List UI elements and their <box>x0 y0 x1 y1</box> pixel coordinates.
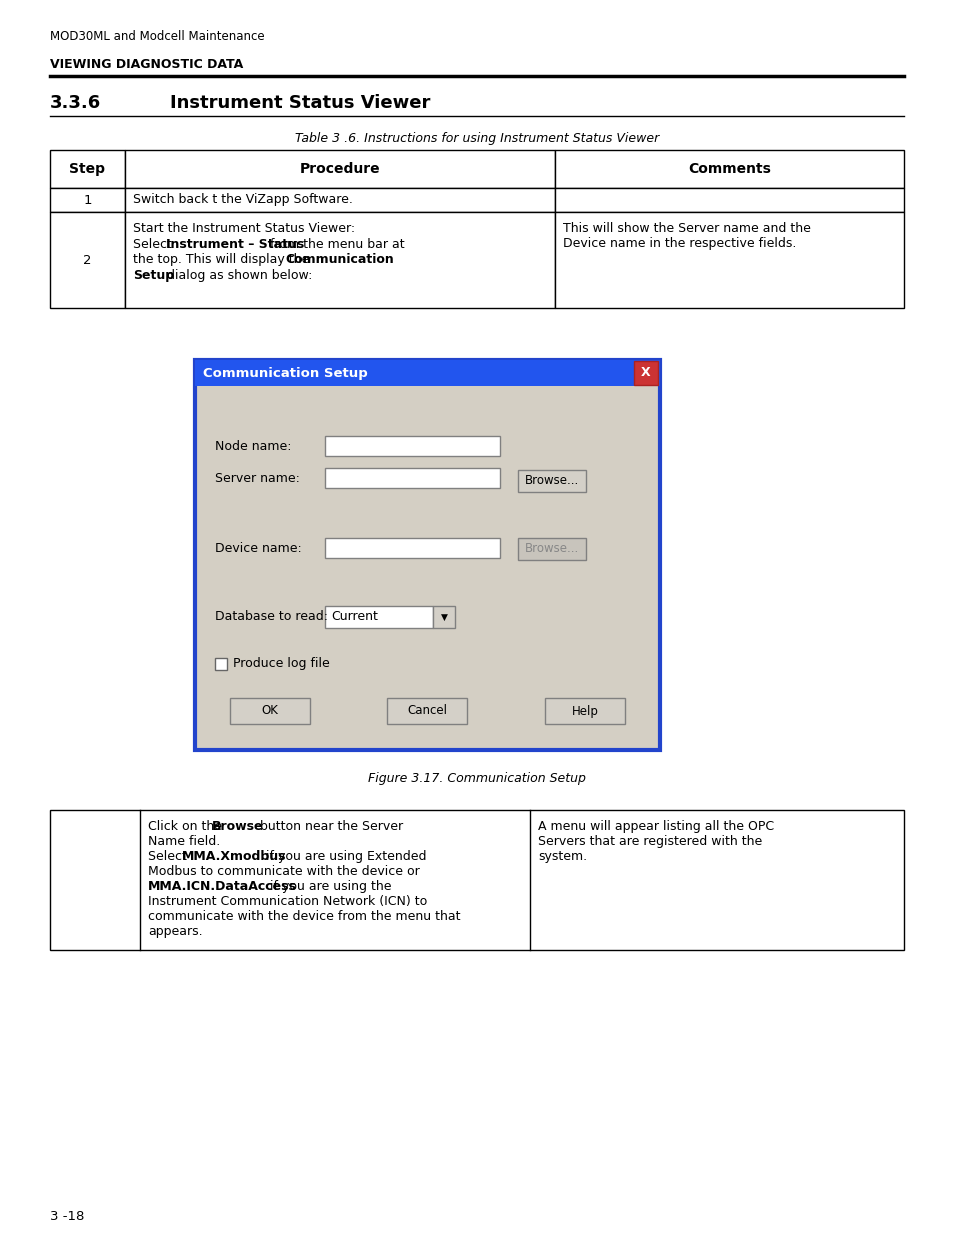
Text: dialog as shown below:: dialog as shown below: <box>163 268 312 282</box>
Text: VIEWING DIAGNOSTIC DATA: VIEWING DIAGNOSTIC DATA <box>50 58 243 70</box>
Text: 1: 1 <box>83 194 91 206</box>
Text: Step: Step <box>70 162 106 177</box>
Text: Instrument Communication Network (ICN) to: Instrument Communication Network (ICN) t… <box>148 895 427 908</box>
Text: OK: OK <box>261 704 278 718</box>
Bar <box>325 606 433 629</box>
Text: Modbus to communicate with the device or: Modbus to communicate with the device or <box>148 864 419 878</box>
Text: from the menu bar at: from the menu bar at <box>266 237 404 251</box>
Bar <box>125 212 555 308</box>
Text: the top. This will display the: the top. This will display the <box>132 253 313 266</box>
Text: MMA.Xmodbus: MMA.Xmodbus <box>182 850 286 863</box>
Text: Servers that are registered with the: Servers that are registered with the <box>537 835 761 848</box>
Text: Instrument – Status: Instrument – Status <box>166 237 304 251</box>
Text: Device name:: Device name: <box>214 541 301 555</box>
Text: button near the Server: button near the Server <box>255 820 403 832</box>
Text: X: X <box>640 367 650 379</box>
Bar <box>325 468 499 488</box>
Bar <box>517 471 585 492</box>
Bar <box>125 149 555 188</box>
Text: system.: system. <box>537 850 586 863</box>
Text: Start the Instrument Status Viewer:: Start the Instrument Status Viewer: <box>132 222 355 235</box>
Bar <box>325 538 499 558</box>
Bar <box>555 212 903 308</box>
Bar <box>325 436 499 456</box>
Text: Instrument Status Viewer: Instrument Status Viewer <box>170 94 430 112</box>
Text: 3.3.6: 3.3.6 <box>50 94 101 112</box>
Text: Switch back t the ViZapp Software.: Switch back t the ViZapp Software. <box>132 194 353 206</box>
Text: Select: Select <box>132 237 175 251</box>
Bar <box>194 359 659 387</box>
Text: MOD30ML and Modcell Maintenance: MOD30ML and Modcell Maintenance <box>50 30 264 43</box>
Text: Device name in the respective fields.: Device name in the respective fields. <box>562 237 796 251</box>
Text: 2: 2 <box>83 253 91 267</box>
Bar <box>50 810 903 950</box>
Text: Procedure: Procedure <box>299 162 380 177</box>
Text: Select: Select <box>148 850 191 863</box>
Bar <box>214 658 227 671</box>
Text: 3 -18: 3 -18 <box>50 1210 84 1223</box>
Bar <box>50 188 125 212</box>
Text: A menu will appear listing all the OPC: A menu will appear listing all the OPC <box>537 820 773 832</box>
Text: Name field.: Name field. <box>148 835 220 848</box>
Text: Click on the: Click on the <box>148 820 226 832</box>
Bar <box>555 188 903 212</box>
Text: appears.: appears. <box>148 925 202 939</box>
Text: Cancel: Cancel <box>407 704 447 718</box>
Text: Current: Current <box>331 610 377 624</box>
Bar <box>230 698 310 724</box>
Text: Communication Setup: Communication Setup <box>203 367 367 379</box>
Text: Figure 3.17. Communication Setup: Figure 3.17. Communication Setup <box>368 772 585 785</box>
Bar <box>555 149 903 188</box>
Text: Comments: Comments <box>687 162 770 177</box>
Text: Table 3 .6. Instructions for using Instrument Status Viewer: Table 3 .6. Instructions for using Instr… <box>294 132 659 144</box>
Text: if you are using Extended: if you are using Extended <box>262 850 426 863</box>
Bar <box>194 359 659 750</box>
Text: Setup: Setup <box>132 268 174 282</box>
Text: Browse...: Browse... <box>524 474 578 488</box>
Text: Browse: Browse <box>212 820 263 832</box>
Text: Server name:: Server name: <box>214 472 299 484</box>
Text: Communication: Communication <box>285 253 394 266</box>
Bar <box>634 361 658 385</box>
Text: MMA.ICN.DataAccess: MMA.ICN.DataAccess <box>148 881 296 893</box>
Bar <box>544 698 624 724</box>
Text: This will show the Server name and the: This will show the Server name and the <box>562 222 810 235</box>
Bar <box>517 538 585 559</box>
Text: Browse...: Browse... <box>524 542 578 556</box>
Bar <box>433 606 455 629</box>
Text: communicate with the device from the menu that: communicate with the device from the men… <box>148 910 460 923</box>
Bar <box>50 212 125 308</box>
Text: Database to read:: Database to read: <box>214 610 328 622</box>
Bar <box>50 149 125 188</box>
Text: Node name:: Node name: <box>214 440 292 452</box>
Text: Help: Help <box>571 704 598 718</box>
Text: if you are using the: if you are using the <box>266 881 391 893</box>
Text: ▼: ▼ <box>440 613 447 621</box>
Text: Produce log file: Produce log file <box>233 657 330 671</box>
Bar <box>125 188 555 212</box>
Bar <box>387 698 467 724</box>
